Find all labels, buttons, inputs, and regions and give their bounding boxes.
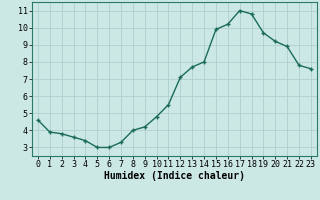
X-axis label: Humidex (Indice chaleur): Humidex (Indice chaleur) — [104, 171, 245, 181]
